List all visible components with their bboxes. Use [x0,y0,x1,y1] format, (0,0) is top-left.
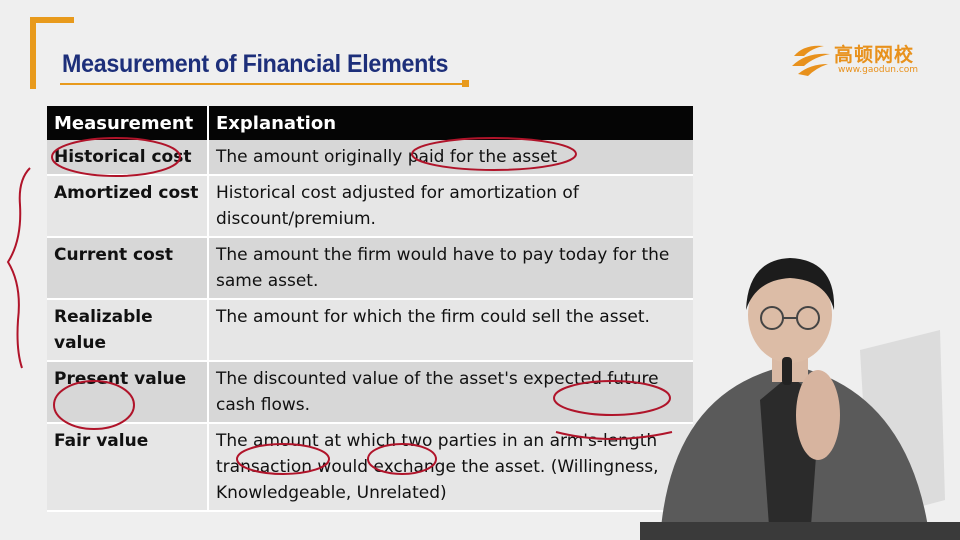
logo-brand-text: 高顿网校 [834,44,915,66]
logo-url-text: www.gaodun.com [838,65,919,75]
measurement-table: Measurement Explanation Historical cost … [47,106,693,512]
measurement-cell: Realizable value [47,299,209,362]
explanation-cell: The amount the firm would have to pay to… [208,237,693,300]
title-underline-dot [462,80,469,87]
logo-mark-icon [792,45,830,76]
table-row: Present value The discounted value of th… [47,361,693,424]
table-row: Fair value The amount at which two parti… [47,423,693,512]
explanation-cell: The amount for which the firm could sell… [208,299,693,362]
table-row: Amortized cost Historical cost adjusted … [47,175,693,238]
presenter-video-overlay [640,258,960,540]
column-header-measurement: Measurement [47,106,209,140]
measurement-cell: Historical cost [47,140,209,176]
explanation-cell: The amount originally paid for the asset [208,140,693,176]
measurement-cell: Amortized cost [47,175,209,238]
table-row: Historical cost The amount originally pa… [47,140,693,176]
measurement-cell: Fair value [47,423,209,512]
table-row: Realizable value The amount for which th… [47,299,693,362]
table-header-row: Measurement Explanation [47,106,693,140]
left-brace-annotation [6,167,31,369]
explanation-cell: The amount at which two parties in an ar… [208,423,693,512]
title-bracket-decoration [30,17,74,89]
measurement-cell: Current cost [47,237,209,300]
explanation-cell: Historical cost adjusted for amortizatio… [208,175,693,238]
title-underline [60,83,465,85]
explanation-cell: The discounted value of the asset's expe… [208,361,693,424]
column-header-explanation: Explanation [208,106,693,140]
brand-logo: 高顿网校 www.gaodun.com [790,38,920,80]
measurement-cell: Present value [47,361,209,424]
slide-title: Measurement of Financial Elements [62,50,449,78]
table-row: Current cost The amount the firm would h… [47,237,693,300]
